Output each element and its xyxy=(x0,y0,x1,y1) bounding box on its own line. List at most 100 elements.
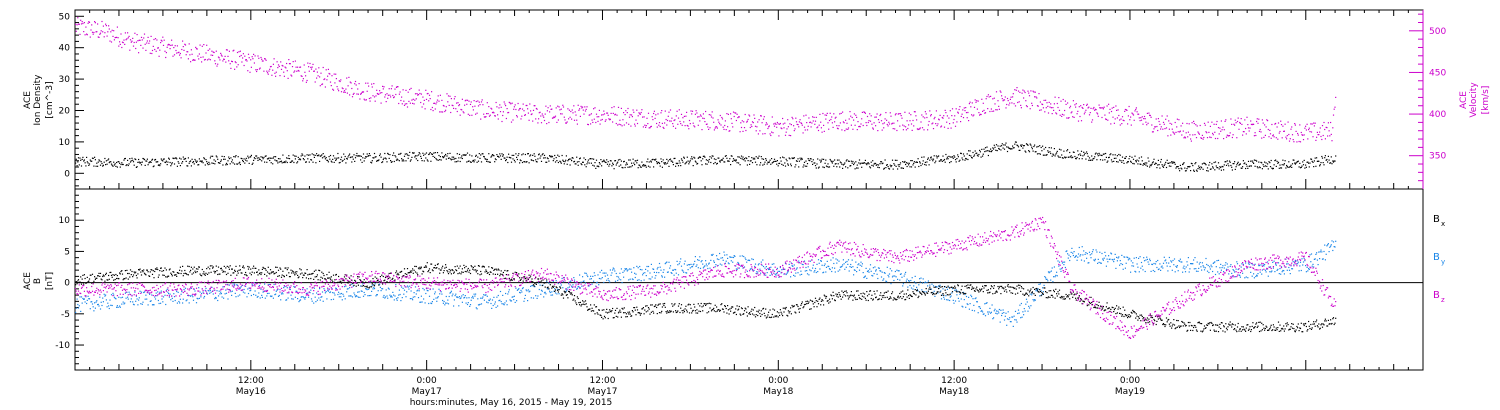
data-point xyxy=(742,130,744,132)
data-point xyxy=(79,296,81,298)
data-point xyxy=(522,153,524,155)
data-point xyxy=(894,270,896,273)
data-point xyxy=(573,119,576,121)
data-point xyxy=(191,53,193,55)
data-point xyxy=(668,165,670,167)
data-point xyxy=(661,110,663,112)
data-point xyxy=(724,161,726,163)
data-point xyxy=(863,111,865,113)
data-point xyxy=(328,288,330,290)
data-point xyxy=(518,109,520,111)
data-point xyxy=(399,153,401,155)
data-point xyxy=(681,269,683,271)
data-point xyxy=(663,269,665,271)
data-point xyxy=(796,160,798,162)
data-point xyxy=(168,158,170,160)
data-point xyxy=(836,125,838,127)
data-point xyxy=(940,159,943,161)
data-point xyxy=(975,101,977,103)
data-point xyxy=(420,155,422,157)
data-point xyxy=(579,108,581,110)
data-point xyxy=(614,160,617,162)
data-point xyxy=(391,85,393,87)
data-point xyxy=(303,297,305,299)
data-point xyxy=(701,260,703,262)
data-point xyxy=(792,265,794,267)
data-point xyxy=(610,274,612,276)
data-point xyxy=(756,164,758,166)
data-point xyxy=(311,153,313,155)
data-point xyxy=(817,158,819,160)
data-point xyxy=(223,58,225,60)
data-point xyxy=(703,155,705,157)
data-point xyxy=(530,110,532,112)
data-point xyxy=(543,119,546,122)
data-point xyxy=(468,297,470,299)
data-point xyxy=(1199,168,1201,170)
data-point xyxy=(406,154,409,156)
data-point xyxy=(189,161,191,163)
data-point xyxy=(1108,103,1110,105)
data-point xyxy=(779,270,781,272)
data-point xyxy=(1077,120,1080,122)
data-point xyxy=(931,158,933,160)
data-point xyxy=(694,126,696,128)
data-point xyxy=(857,264,859,266)
data-point xyxy=(209,48,211,50)
data-point xyxy=(276,289,278,291)
data-point xyxy=(364,157,366,159)
data-point xyxy=(778,135,780,137)
data-point xyxy=(767,268,769,270)
data-point xyxy=(928,164,930,166)
data-point xyxy=(710,161,712,164)
data-point xyxy=(1066,150,1068,152)
data-point xyxy=(645,275,647,277)
data-point xyxy=(583,157,585,159)
data-point xyxy=(809,260,811,262)
data-point xyxy=(961,113,963,115)
data-point xyxy=(84,162,86,164)
data-point xyxy=(389,154,391,156)
data-point xyxy=(1094,156,1096,158)
data-point xyxy=(264,155,266,157)
data-point xyxy=(110,304,112,306)
data-point xyxy=(1201,134,1203,136)
data-point xyxy=(1305,129,1307,131)
data-point xyxy=(1283,163,1285,165)
data-point xyxy=(513,299,515,301)
data-point xyxy=(428,153,430,156)
data-point xyxy=(576,287,578,289)
data-point xyxy=(128,163,130,165)
data-point xyxy=(620,124,622,126)
data-point xyxy=(416,155,418,157)
data-point xyxy=(110,31,112,33)
data-point xyxy=(858,125,861,127)
data-point xyxy=(1332,114,1335,116)
data-point xyxy=(133,304,135,306)
data-point xyxy=(298,70,300,72)
data-point xyxy=(409,88,411,91)
data-point xyxy=(1202,138,1204,140)
data-point xyxy=(376,159,378,162)
data-point xyxy=(387,287,389,289)
data-point xyxy=(434,102,436,104)
data-point xyxy=(877,166,879,168)
data-point xyxy=(1159,123,1161,125)
data-point xyxy=(1278,132,1280,134)
data-point xyxy=(775,123,777,125)
data-point xyxy=(280,68,283,70)
data-point xyxy=(629,114,631,116)
data-point xyxy=(441,152,443,154)
data-point xyxy=(782,156,784,158)
data-point xyxy=(744,160,746,162)
data-point xyxy=(641,269,643,271)
data-point xyxy=(398,93,400,95)
b-axis-label: B xyxy=(33,278,43,284)
data-point xyxy=(874,266,876,268)
data-point xyxy=(343,90,346,92)
data-point xyxy=(709,156,711,158)
data-point xyxy=(508,111,510,114)
data-point xyxy=(1111,107,1113,109)
data-point xyxy=(139,39,141,41)
data-point xyxy=(414,296,416,298)
